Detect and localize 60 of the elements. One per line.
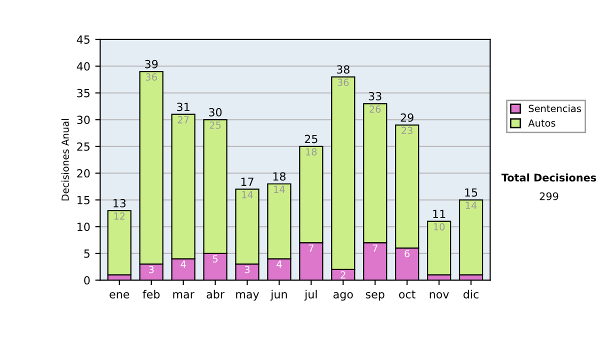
data-label: 23 [402,126,412,134]
data-label: 12 [114,212,125,220]
data-label: 10 [434,223,445,230]
y-tick-label: 25 [77,142,90,151]
data-label: 26 [370,105,381,113]
data-label: 25 [210,121,221,129]
x-tick-label: abr [206,290,224,298]
data-label: 14 [242,191,253,198]
y-tick-label: 35 [77,88,90,98]
y-tick-label: 5 [84,250,90,258]
x-tick-label: may [236,292,260,301]
y-tick-label: 0 [84,276,90,285]
legend-label: Sentencias [528,104,582,112]
y-tick-label: 45 [76,36,90,44]
y-tick-label: 10 [78,222,90,232]
total-label: 25 [304,134,318,144]
total-label: 29 [400,113,414,122]
y-tick-label: 15 [78,196,90,204]
total-label: 30 [209,108,222,116]
text: Total Decisiones [501,173,596,182]
x-tick-label: jul [304,290,317,301]
data-label: 4 [180,260,186,268]
data-label: 14 [466,202,477,209]
data-label: 5 [212,255,218,263]
text: 299 [540,192,558,200]
data-label: 7 [372,244,378,252]
data-label: 7 [308,244,314,252]
data-label: 3 [148,266,154,274]
data-label: 2 [340,271,346,278]
data-label: 14 [274,186,285,193]
total-label: 17 [241,178,254,186]
total-label: 11 [433,210,446,218]
data-label: 18 [306,148,317,156]
total-label: 31 [177,102,190,112]
x-tick-label: ago [333,292,353,301]
x-tick-label: ene [110,292,130,298]
y-tick-label: 40 [76,62,90,71]
x-tick-label: sep [366,292,384,301]
x-tick-label: feb [142,290,160,298]
data-label: 6 [404,250,410,258]
total-label: 15 [465,188,478,197]
data-label: 4 [276,260,282,268]
legend-label: Autos [528,119,556,127]
x-tick-label: oct [399,290,416,298]
total-label: 13 [114,198,126,208]
y-axis-title: Decisiones Anual [61,119,69,200]
y-tick-label: 20 [77,169,90,178]
data-label: 36 [338,78,349,86]
total-label: 39 [145,60,158,68]
data-label: 27 [178,116,189,124]
x-tick-label: mar [173,292,194,298]
data-label: 36 [146,73,157,81]
total-label: 33 [368,92,382,100]
y-tick-label: 30 [77,116,90,124]
total-label: 18 [273,172,286,181]
x-tick-label: dic [464,290,478,298]
x-tick-label: nov [430,292,449,298]
total-label: 38 [336,65,350,74]
x-tick-label: jun [270,290,287,301]
data-label: 3 [244,266,250,274]
